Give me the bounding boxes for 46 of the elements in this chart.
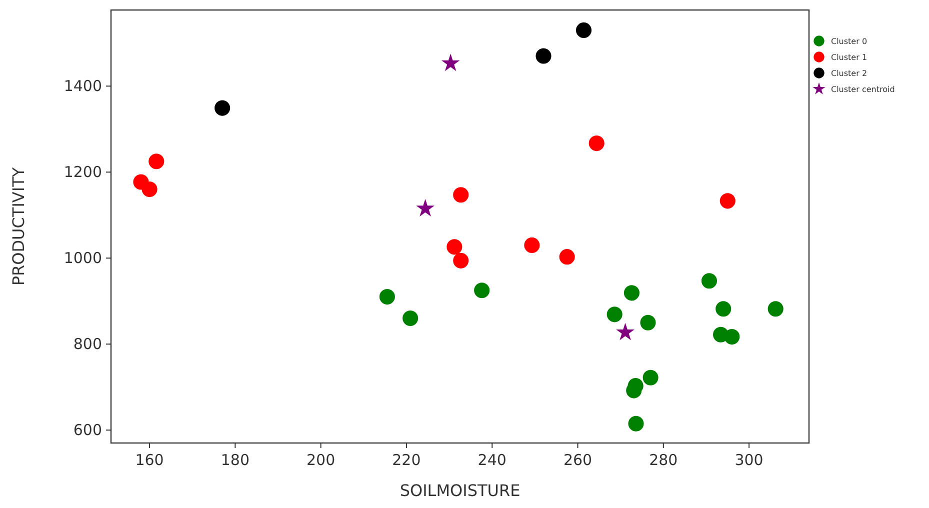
x-axis-title: SOILMOISTURE — [400, 481, 520, 500]
point — [524, 237, 540, 253]
point — [606, 306, 622, 322]
point — [701, 273, 717, 289]
point — [624, 285, 640, 301]
x-tick-label: 300 — [734, 451, 764, 469]
point — [576, 22, 592, 38]
point — [588, 136, 604, 152]
y-tick-label: 1400 — [64, 77, 102, 96]
point — [616, 322, 634, 340]
point — [642, 370, 658, 386]
legend-label: Cluster 2 — [831, 69, 868, 78]
y-axis-title: PRODUCTIVITY — [9, 167, 28, 286]
point — [640, 314, 656, 330]
point — [559, 249, 575, 265]
x-tick-label: 220 — [392, 451, 421, 469]
point — [536, 48, 552, 64]
point — [453, 252, 469, 268]
x-tick-label: 160 — [135, 451, 164, 469]
point — [453, 187, 469, 203]
x-tick-label: 260 — [563, 451, 592, 469]
y-tick-label: 1000 — [64, 249, 102, 268]
point — [446, 239, 462, 255]
point — [768, 301, 784, 317]
point — [416, 199, 434, 216]
point — [402, 310, 418, 326]
y-tick-label: 1200 — [64, 163, 102, 182]
x-tick-label: 180 — [220, 451, 250, 469]
legend-label: Cluster 0 — [831, 37, 868, 46]
point — [379, 289, 395, 305]
legend-label: Cluster 1 — [831, 53, 868, 62]
point — [716, 301, 732, 317]
x-tick-label: 240 — [478, 451, 506, 469]
point — [142, 182, 158, 198]
point — [148, 154, 164, 170]
point — [474, 282, 490, 298]
y-tick-label: 600 — [73, 421, 102, 440]
point — [214, 100, 230, 116]
point — [720, 193, 736, 209]
x-tick-label: 280 — [649, 451, 678, 469]
point — [441, 54, 460, 72]
y-tick-label: 800 — [73, 335, 102, 354]
legend-label: Cluster centroid — [831, 85, 895, 94]
point — [724, 329, 740, 345]
point — [628, 416, 644, 432]
x-tick-label: 200 — [306, 451, 336, 469]
